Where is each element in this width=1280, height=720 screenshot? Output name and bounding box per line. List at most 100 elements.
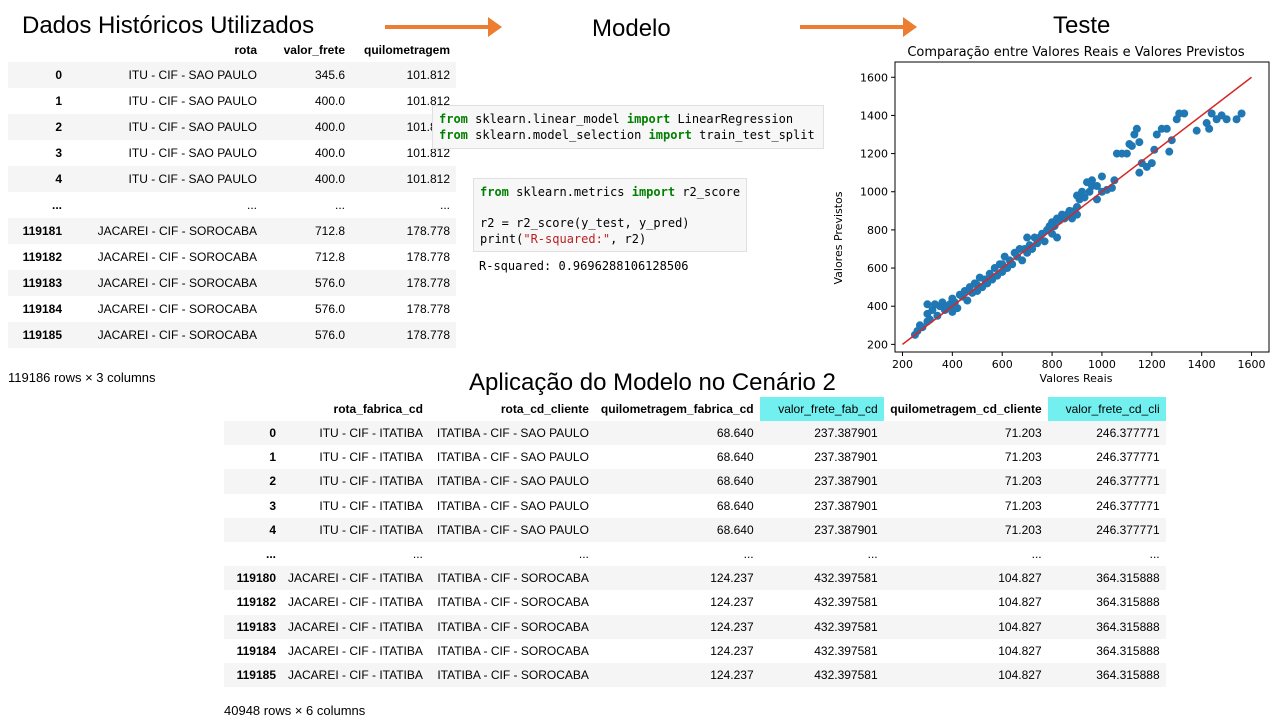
table-cell: ITATIBA - CIF - SAO PAULO xyxy=(436,498,589,513)
data-point xyxy=(1073,210,1082,219)
column-header xyxy=(8,38,68,62)
table-cell: 345.6 xyxy=(314,68,345,82)
table-cell: 104.827 xyxy=(998,571,1042,586)
data-point xyxy=(1180,109,1189,118)
column-header: quilometragem_cd_cliente xyxy=(890,402,1042,416)
data-point xyxy=(1092,195,1101,204)
x-tick-label: 400 xyxy=(942,358,963,371)
data-point xyxy=(923,300,932,309)
table-cell: 101.812 xyxy=(406,94,450,108)
table-cell: 124.237 xyxy=(710,667,754,682)
application-dataframe: rota_fabrica_cd rota_cd_cliente quilometra… xyxy=(224,397,1166,688)
table-cell: 364.315888 xyxy=(1096,643,1160,658)
code-token: sklearn.metrics xyxy=(508,185,632,199)
table-cell: 101.812 xyxy=(406,146,450,160)
row-index: 0 xyxy=(55,68,62,82)
data-point xyxy=(1237,109,1246,118)
y-tick-label: 1400 xyxy=(860,109,888,122)
data-point xyxy=(1167,136,1176,145)
table-cell: 576.0 xyxy=(314,328,345,342)
table-cell: 400.0 xyxy=(314,94,345,108)
code-token: LinearRegression xyxy=(670,112,794,126)
table-cell: 432.397581 xyxy=(814,667,878,682)
data-point xyxy=(1073,191,1082,200)
table-cell: ITU - CIF - ITATIBA xyxy=(319,522,423,537)
table-cell: 576.0 xyxy=(314,276,345,290)
table-cell: ITU - CIF - SAO PAULO xyxy=(128,120,257,134)
code-token: r2_score xyxy=(675,185,741,199)
row-index: 119183 xyxy=(22,276,62,290)
table-cell: JACAREI - CIF - ITATIBA xyxy=(288,667,423,682)
x-tick-label: 1600 xyxy=(1238,358,1266,371)
data-point xyxy=(1150,145,1159,154)
row-index: 4 xyxy=(269,522,276,537)
code-cell-imports[interactable]: from sklearn.linear_model import LinearR… xyxy=(432,105,824,149)
code-token: , r2) xyxy=(610,231,647,246)
table-cell: 364.315888 xyxy=(1096,571,1160,586)
table-cell: 237.387901 xyxy=(814,498,878,513)
table-cell: 68.640 xyxy=(716,474,754,489)
y-tick-label: 800 xyxy=(867,224,888,237)
table-cell: ITATIBA - CIF - SAO PAULO xyxy=(436,450,589,465)
table-cell: ... xyxy=(439,198,450,212)
table-cell: 246.377771 xyxy=(1096,498,1160,513)
table-cell: ... xyxy=(743,547,754,562)
data-point xyxy=(1122,149,1131,158)
table-row: 119180 JACAREI - CIF - ITATIBA ITATIBA - C… xyxy=(224,566,1166,591)
data-point xyxy=(1152,130,1161,139)
row-index: 119181 xyxy=(22,224,62,238)
table-cell: 712.8 xyxy=(314,224,345,238)
code-cell-metrics[interactable]: from sklearn.metrics import r2_score r2 … xyxy=(473,178,747,252)
table-cell: ... xyxy=(1149,547,1160,562)
fit-line xyxy=(902,76,1253,345)
data-point xyxy=(1097,172,1106,181)
table-row: 0 ITU - CIF - ITATIBA ITATIBA - CIF - SAO … xyxy=(224,421,1166,446)
code-token: train_test_split xyxy=(691,127,815,142)
table-row: 119185 JACAREI - CIF - ITATIBA ITATIBA - C… xyxy=(224,662,1166,688)
table-cell: 246.377771 xyxy=(1096,426,1160,441)
table-cell: 124.237 xyxy=(710,595,754,610)
table-cell: 178.778 xyxy=(406,328,450,342)
table-cell: 101.812 xyxy=(406,68,450,82)
scatter-chart: Comparação entre Valores Reais e Valores… xyxy=(832,45,1270,385)
code-string: "R-squared:" xyxy=(523,231,611,246)
table-cell: ITATIBA - CIF - SOROCABA xyxy=(437,619,589,634)
table-cell: 400.0 xyxy=(314,172,345,186)
code-token: print( xyxy=(480,231,524,246)
code-token: import xyxy=(648,127,692,142)
table-row: ............ xyxy=(8,192,456,218)
table-cell: 364.315888 xyxy=(1096,595,1160,610)
table-cell: 68.640 xyxy=(716,450,754,465)
table-row: 119183 JACAREI - CIF - ITATIBA ITATIBA - C… xyxy=(224,614,1166,639)
table-cell: 101.812 xyxy=(406,172,450,186)
table-cell: 124.237 xyxy=(710,619,754,634)
table-cell: 432.397581 xyxy=(814,643,878,658)
table-row: 119182 JACAREI - CIF - SOROCABA 712.8 178.7… xyxy=(8,244,456,270)
row-index: 0 xyxy=(269,426,276,441)
historical-shape-label: 119186 rows × 3 columns xyxy=(8,370,156,385)
table-row: 119181 JACAREI - CIF - SOROCABA 712.8 178.7… xyxy=(8,218,456,244)
column-header: rota xyxy=(234,43,257,57)
code-token: import xyxy=(631,185,676,199)
data-point xyxy=(1222,115,1231,124)
table-cell: 237.387901 xyxy=(814,426,878,441)
table-cell: 432.397581 xyxy=(814,571,878,586)
row-index: 3 xyxy=(269,498,276,513)
arrow-right-icon xyxy=(385,17,502,37)
table-cell: JACAREI - CIF - SOROCABA xyxy=(97,276,257,290)
table-cell: JACAREI - CIF - SOROCABA xyxy=(97,250,257,264)
table-cell: 71.203 xyxy=(1004,522,1042,537)
row-index: 4 xyxy=(55,172,62,186)
data-point xyxy=(963,296,972,305)
table-cell: 178.778 xyxy=(406,250,450,264)
data-point xyxy=(1092,182,1101,191)
table-cell: ITATIBA - CIF - SAO PAULO xyxy=(436,522,589,537)
table-cell: ITU - CIF - SAO PAULO xyxy=(128,146,257,160)
table-cell: 237.387901 xyxy=(814,474,878,489)
row-index: ... xyxy=(265,547,276,562)
heading-model: Modelo xyxy=(592,15,671,42)
table-cell: ITU - CIF - ITATIBA xyxy=(319,474,423,489)
table-cell: ... xyxy=(246,198,257,212)
y-tick-label: 1200 xyxy=(860,148,888,161)
x-tick-label: 1400 xyxy=(1188,358,1216,371)
